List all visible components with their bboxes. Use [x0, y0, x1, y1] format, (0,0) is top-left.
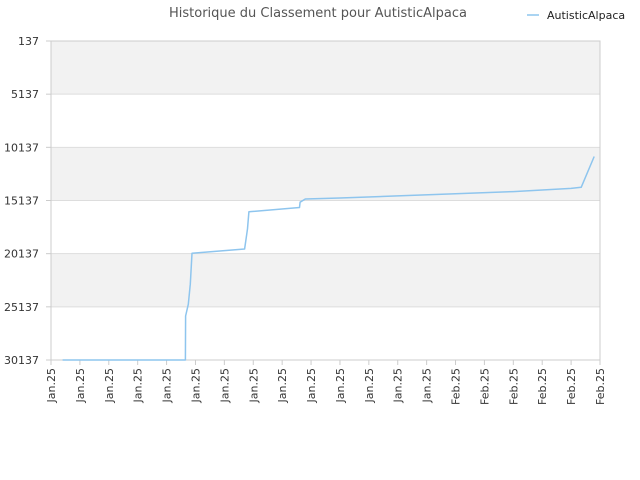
legend-label: AutisticAlpaca [547, 9, 625, 22]
y-tick-label: 15137 [4, 195, 39, 208]
x-tick-label: Jan.25 [363, 368, 376, 403]
x-tick-label: Jan.25 [421, 368, 434, 403]
x-tick-label: Jan.25 [334, 368, 347, 403]
x-tick-label: Feb.25 [450, 368, 463, 405]
series-line [62, 156, 595, 361]
background-bands [51, 41, 600, 307]
band [51, 41, 600, 95]
chart-title: Historique du Classement pour AutisticAl… [169, 6, 467, 21]
x-tick-label: Feb.25 [536, 368, 549, 405]
y-axis-ticks: 137 5137 10137 15137 20137 25137 30137 [4, 35, 51, 367]
x-axis-ticks: Jan.25 Jan.25 Jan.25 Jan.25 Jan.25 Jan.25 Jan.… [45, 360, 607, 405]
x-tick-label: Jan.25 [74, 368, 87, 403]
legend: AutisticAlpaca [527, 9, 625, 22]
x-tick-label: Jan.25 [45, 368, 58, 403]
x-tick-label: Jan.25 [392, 368, 405, 403]
y-tick-label: 5137 [11, 88, 39, 101]
y-tick-label: 25137 [4, 301, 39, 314]
band [51, 147, 600, 201]
x-tick-label: Feb.25 [565, 368, 578, 405]
x-tick-label: Feb.25 [478, 368, 491, 405]
x-tick-label: Jan.25 [103, 368, 116, 403]
y-tick-label: 137 [18, 35, 39, 48]
x-tick-label: Jan.25 [276, 368, 289, 403]
series-lines [62, 156, 595, 361]
y-tick-label: 10137 [4, 141, 39, 154]
x-tick-label: Feb.25 [507, 368, 520, 405]
band [51, 253, 600, 307]
x-tick-label: Jan.25 [305, 368, 318, 403]
x-tick-label: Jan.25 [161, 368, 174, 403]
x-tick-label: Feb.25 [594, 368, 607, 405]
y-tick-label: 30137 [4, 354, 39, 367]
y-tick-label: 20137 [4, 248, 39, 261]
x-tick-label: Jan.25 [218, 368, 231, 403]
x-tick-label: Jan.25 [189, 368, 202, 403]
x-tick-label: Jan.25 [132, 368, 145, 403]
x-tick-label: Jan.25 [247, 368, 260, 403]
